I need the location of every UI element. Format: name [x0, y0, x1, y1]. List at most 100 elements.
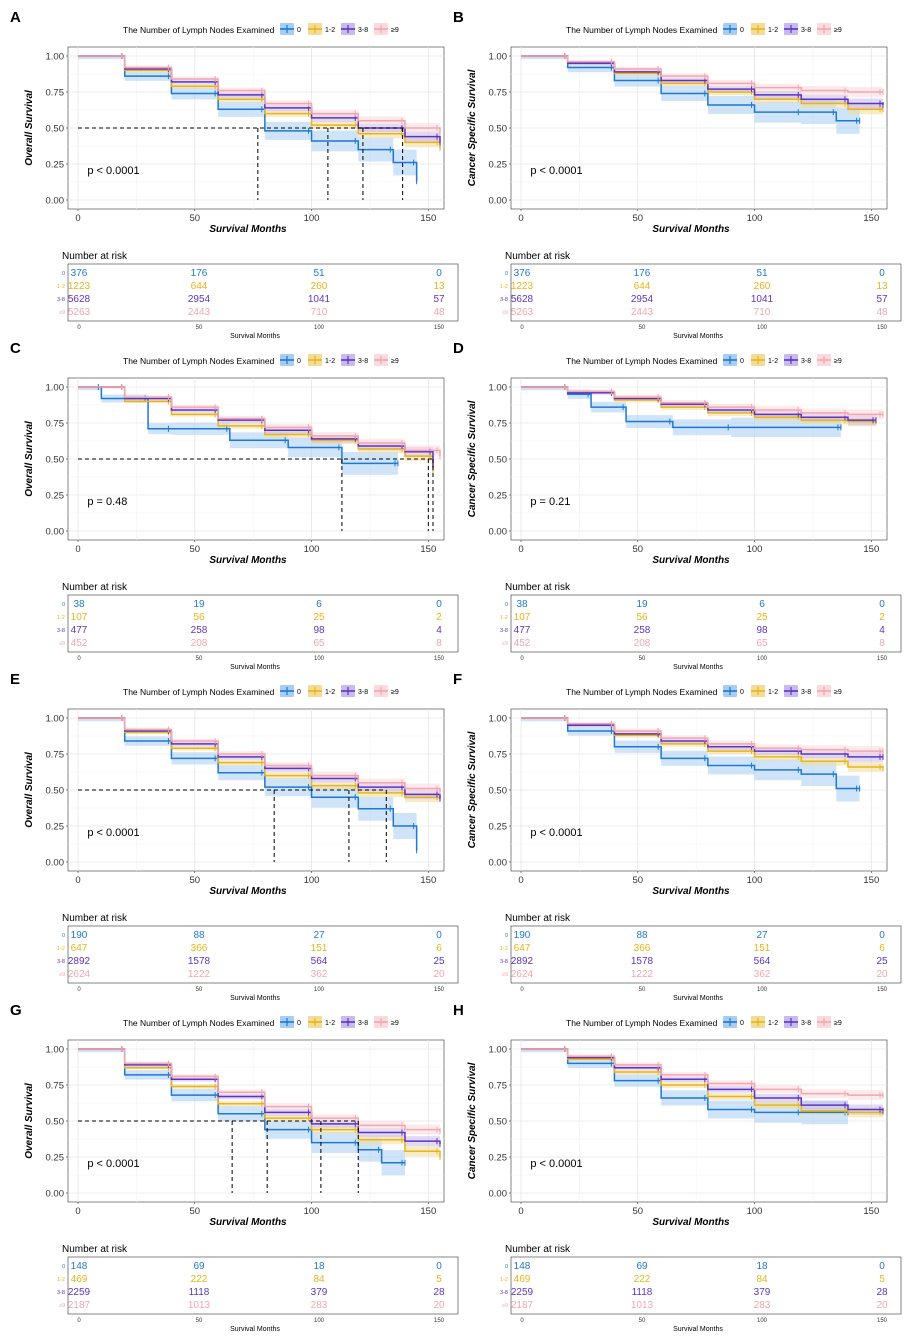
survival-curve-0: [78, 717, 418, 851]
gridlines: [511, 709, 887, 871]
risk-number: 51: [313, 268, 325, 279]
risk-number: 107: [71, 612, 88, 623]
risk-group-label: 3-8: [500, 1290, 508, 1296]
risk-x-tick: 100: [757, 1318, 768, 1324]
risk-x-title: Survival Months: [673, 333, 723, 340]
risk-table: Number at risk 0 148 69 18 0 1-2 469 222 84 5 3-8 22…: [57, 1244, 459, 1333]
y-tick-label: 0.00: [46, 1189, 65, 1200]
risk-group-label: 0: [505, 1264, 508, 1270]
risk-group-label: ≥9: [502, 310, 508, 316]
risk-group-label: 1-2: [500, 1277, 508, 1283]
risk-number: 2892: [68, 956, 91, 967]
risk-number: 4: [436, 625, 442, 636]
risk-number: 1041: [308, 294, 331, 305]
risk-number: 20: [876, 1300, 888, 1311]
risk-number: 710: [311, 307, 328, 318]
p-value: p = 0.21: [530, 496, 570, 508]
risk-group-label: ≥9: [502, 641, 508, 647]
legend-label: 1-2: [768, 1020, 778, 1027]
y-axis-title: Overall Survival: [24, 90, 35, 166]
risk-number: 0: [879, 268, 885, 279]
risk-number: 452: [514, 638, 531, 649]
x-axis-title: Survival Months: [209, 1217, 287, 1228]
risk-group-label: 1-2: [500, 615, 508, 621]
panel-letter: F: [453, 671, 462, 688]
risk-group-label: 0: [505, 271, 508, 277]
risk-number: 366: [191, 943, 208, 954]
y-tick-label: 0.75: [46, 750, 65, 761]
risk-number: 362: [754, 969, 771, 980]
risk-number: 88: [193, 930, 205, 941]
risk-number: 5628: [68, 294, 91, 305]
y-tick-label: 0.50: [46, 455, 65, 466]
x-tick-label: 50: [632, 1206, 643, 1217]
risk-x-tick: 150: [877, 656, 888, 662]
survival-curve-3-8: [78, 1048, 441, 1145]
x-tick-label: 150: [420, 1206, 436, 1217]
survival-curve-1-2: [521, 1048, 883, 1114]
median-lines: [78, 1120, 359, 1193]
risk-group-label: 0: [505, 602, 508, 608]
risk-number: 283: [311, 1300, 328, 1311]
legend: The Number of Lymph Nodes Examined 0 1-2 3-…: [566, 685, 842, 697]
legend-label: 3-8: [358, 27, 368, 34]
risk-number: 6: [316, 599, 322, 610]
ci-band-3-8: [521, 387, 876, 426]
risk-group-label: 1-2: [500, 946, 508, 952]
risk-table-box: [67, 263, 459, 322]
survival-curve-≥9: [521, 717, 883, 752]
survival-curve-≥9: [78, 1048, 441, 1132]
risk-number: 2: [879, 612, 885, 623]
legend-title: The Number of Lymph Nodes Examined: [566, 1018, 718, 1028]
risk-number: 0: [436, 599, 442, 610]
y-tick-label: 1.00: [46, 714, 65, 725]
legend-label: 0: [740, 689, 744, 696]
legend-label: 0: [740, 27, 744, 34]
risk-table: Number at risk 0 376 176 51 0 1-2 1223 644 260 13 3…: [57, 251, 459, 340]
panel-F: F The Number of Lymph Nodes Examined 0 1-2 3…: [453, 671, 902, 1002]
survival-curve-1-2: [78, 1048, 441, 1157]
y-tick-label: 0.25: [46, 491, 65, 502]
risk-number: 469: [514, 1274, 531, 1285]
risk-number: 1223: [511, 281, 534, 292]
risk-number: 48: [433, 307, 445, 318]
y-tick-label: 0.75: [46, 88, 65, 99]
risk-number: 8: [879, 638, 885, 649]
legend-title: The Number of Lymph Nodes Examined: [123, 25, 275, 35]
risk-number: 190: [71, 930, 88, 941]
ci-band-1-2: [521, 718, 883, 774]
risk-table-title: Number at risk: [505, 913, 571, 924]
x-tick-label: 50: [189, 213, 200, 224]
risk-number: 362: [311, 969, 328, 980]
risk-x-tick: 100: [314, 325, 325, 331]
risk-number: 2: [436, 612, 442, 623]
risk-number: 148: [71, 1261, 88, 1272]
y-axis-title: Overall Survival: [24, 1083, 35, 1159]
legend-label: 1-2: [768, 358, 778, 365]
risk-group-label: 1-2: [57, 615, 65, 621]
y-tick-label: 0.25: [489, 1153, 508, 1164]
legend-label: ≥9: [834, 689, 842, 696]
legend: The Number of Lymph Nodes Examined 0 1-2 3-…: [123, 354, 399, 366]
panel-letter: C: [10, 340, 21, 357]
risk-table-title: Number at risk: [505, 251, 571, 262]
legend-title: The Number of Lymph Nodes Examined: [566, 687, 718, 697]
risk-number: 710: [754, 307, 771, 318]
curves: [78, 1046, 441, 1177]
risk-table-title: Number at risk: [62, 582, 128, 593]
risk-x-tick: 0: [77, 1318, 81, 1324]
risk-number: 0: [879, 930, 885, 941]
panel-G: G The Number of Lymph Nodes Examined 0 1-2 3…: [10, 1002, 459, 1333]
x-tick-label: 50: [632, 875, 643, 886]
risk-x-title: Survival Months: [230, 995, 280, 1002]
risk-x-tick: 0: [520, 325, 524, 331]
risk-table-title: Number at risk: [505, 582, 571, 593]
risk-number: 20: [433, 969, 445, 980]
risk-number: 452: [71, 638, 88, 649]
legend: The Number of Lymph Nodes Examined 0 1-2 3-…: [566, 1016, 842, 1028]
risk-table-box: [510, 594, 902, 653]
x-tick-label: 100: [747, 875, 763, 886]
risk-number: 28: [433, 1287, 445, 1298]
legend: The Number of Lymph Nodes Examined 0 1-2 3-…: [566, 354, 842, 366]
